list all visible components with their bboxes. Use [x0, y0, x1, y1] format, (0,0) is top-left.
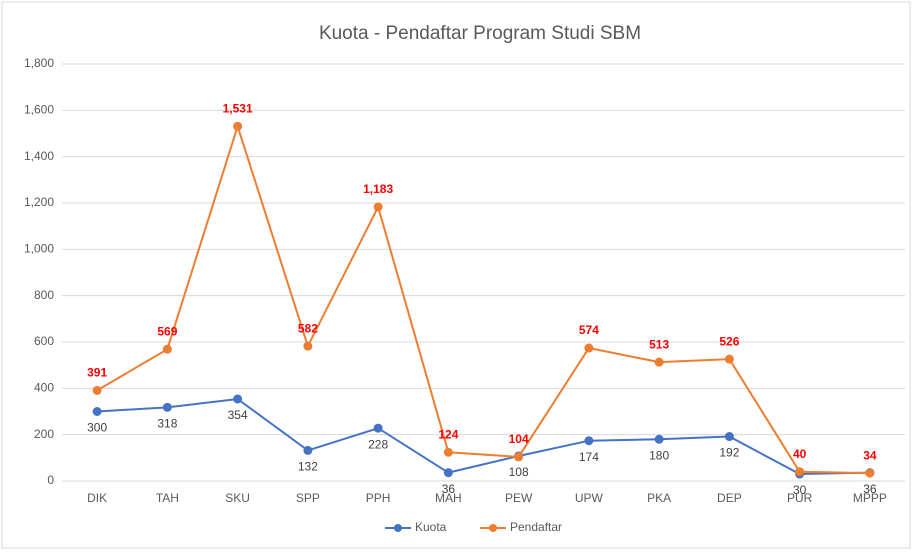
y-tick-label: 1,800	[24, 56, 54, 70]
y-tick-label: 1,400	[24, 149, 54, 163]
x-tick-label: MAH	[435, 491, 462, 505]
marker	[303, 341, 313, 351]
marker	[795, 467, 805, 477]
legend-marker	[394, 524, 402, 532]
x-tick-label: UPW	[575, 491, 604, 505]
marker	[92, 407, 102, 416]
marker	[373, 423, 383, 433]
data-label: 104	[509, 432, 529, 446]
data-label: 192	[719, 446, 739, 460]
marker	[514, 452, 524, 462]
y-tick-label: 800	[34, 288, 54, 302]
x-tick-label: DEP	[717, 491, 742, 505]
data-label: 318	[157, 417, 177, 431]
x-tick-label: PPH	[366, 491, 391, 505]
x-tick-label: DIK	[87, 491, 107, 505]
marker	[865, 468, 875, 478]
data-label: 132	[298, 460, 318, 474]
data-label: 180	[649, 448, 669, 462]
x-tick-label: PEW	[505, 491, 533, 505]
data-label: 526	[719, 334, 739, 348]
data-label: 513	[649, 337, 669, 351]
data-label: 30	[793, 483, 807, 497]
data-label: 569	[157, 324, 177, 338]
marker	[654, 357, 664, 367]
line	[97, 397, 870, 476]
marker	[92, 385, 102, 395]
data-label: 391	[87, 366, 107, 380]
legend-label: Kuota	[415, 520, 447, 534]
data-label: 1,183	[363, 182, 393, 196]
y-tick-label: 400	[34, 381, 54, 395]
y-tick-label: 1,600	[24, 103, 54, 117]
data-label: 574	[579, 323, 599, 337]
data-label: 40	[793, 447, 807, 461]
legend-label: Pendaftar	[510, 520, 562, 534]
marker	[443, 468, 453, 478]
y-tick-label: 0	[47, 473, 54, 487]
data-label: 34	[863, 448, 877, 462]
data-label: 228	[368, 437, 388, 451]
chart-title: Kuota - Pendaftar Program Studi SBM	[319, 23, 641, 44]
marker	[233, 394, 243, 404]
data-label: 354	[228, 408, 248, 422]
x-tick-label: MPPP	[853, 491, 887, 505]
y-tick-label: 600	[34, 334, 54, 348]
data-label: 108	[509, 465, 529, 479]
y-tick-label: 1,200	[24, 195, 54, 209]
marker	[162, 402, 172, 412]
data-label: 36	[442, 482, 456, 496]
data-label: 1,531	[223, 101, 253, 115]
x-tick-label: SPP	[296, 491, 320, 505]
data-label: 36	[863, 482, 877, 496]
marker	[724, 432, 734, 442]
data-label: 174	[579, 450, 599, 464]
marker	[584, 343, 594, 353]
marker	[373, 202, 383, 212]
data-label: 582	[298, 321, 318, 335]
y-tick-label: 1,000	[24, 242, 54, 256]
data-label: 124	[438, 427, 458, 441]
data-label: 300	[87, 421, 107, 435]
marker	[443, 447, 453, 457]
legend-marker	[489, 524, 497, 532]
y-tick-label: 200	[34, 427, 54, 441]
line	[96, 123, 870, 475]
marker	[162, 344, 172, 354]
x-tick-label: TAH	[156, 491, 179, 505]
x-tick-label: PUR	[787, 491, 813, 505]
marker	[724, 354, 734, 364]
marker	[654, 434, 664, 444]
marker	[303, 445, 313, 455]
x-tick-label: PKA	[647, 491, 671, 505]
marker	[584, 436, 594, 446]
x-tick-label: SKU	[225, 491, 250, 505]
marker	[233, 121, 243, 131]
